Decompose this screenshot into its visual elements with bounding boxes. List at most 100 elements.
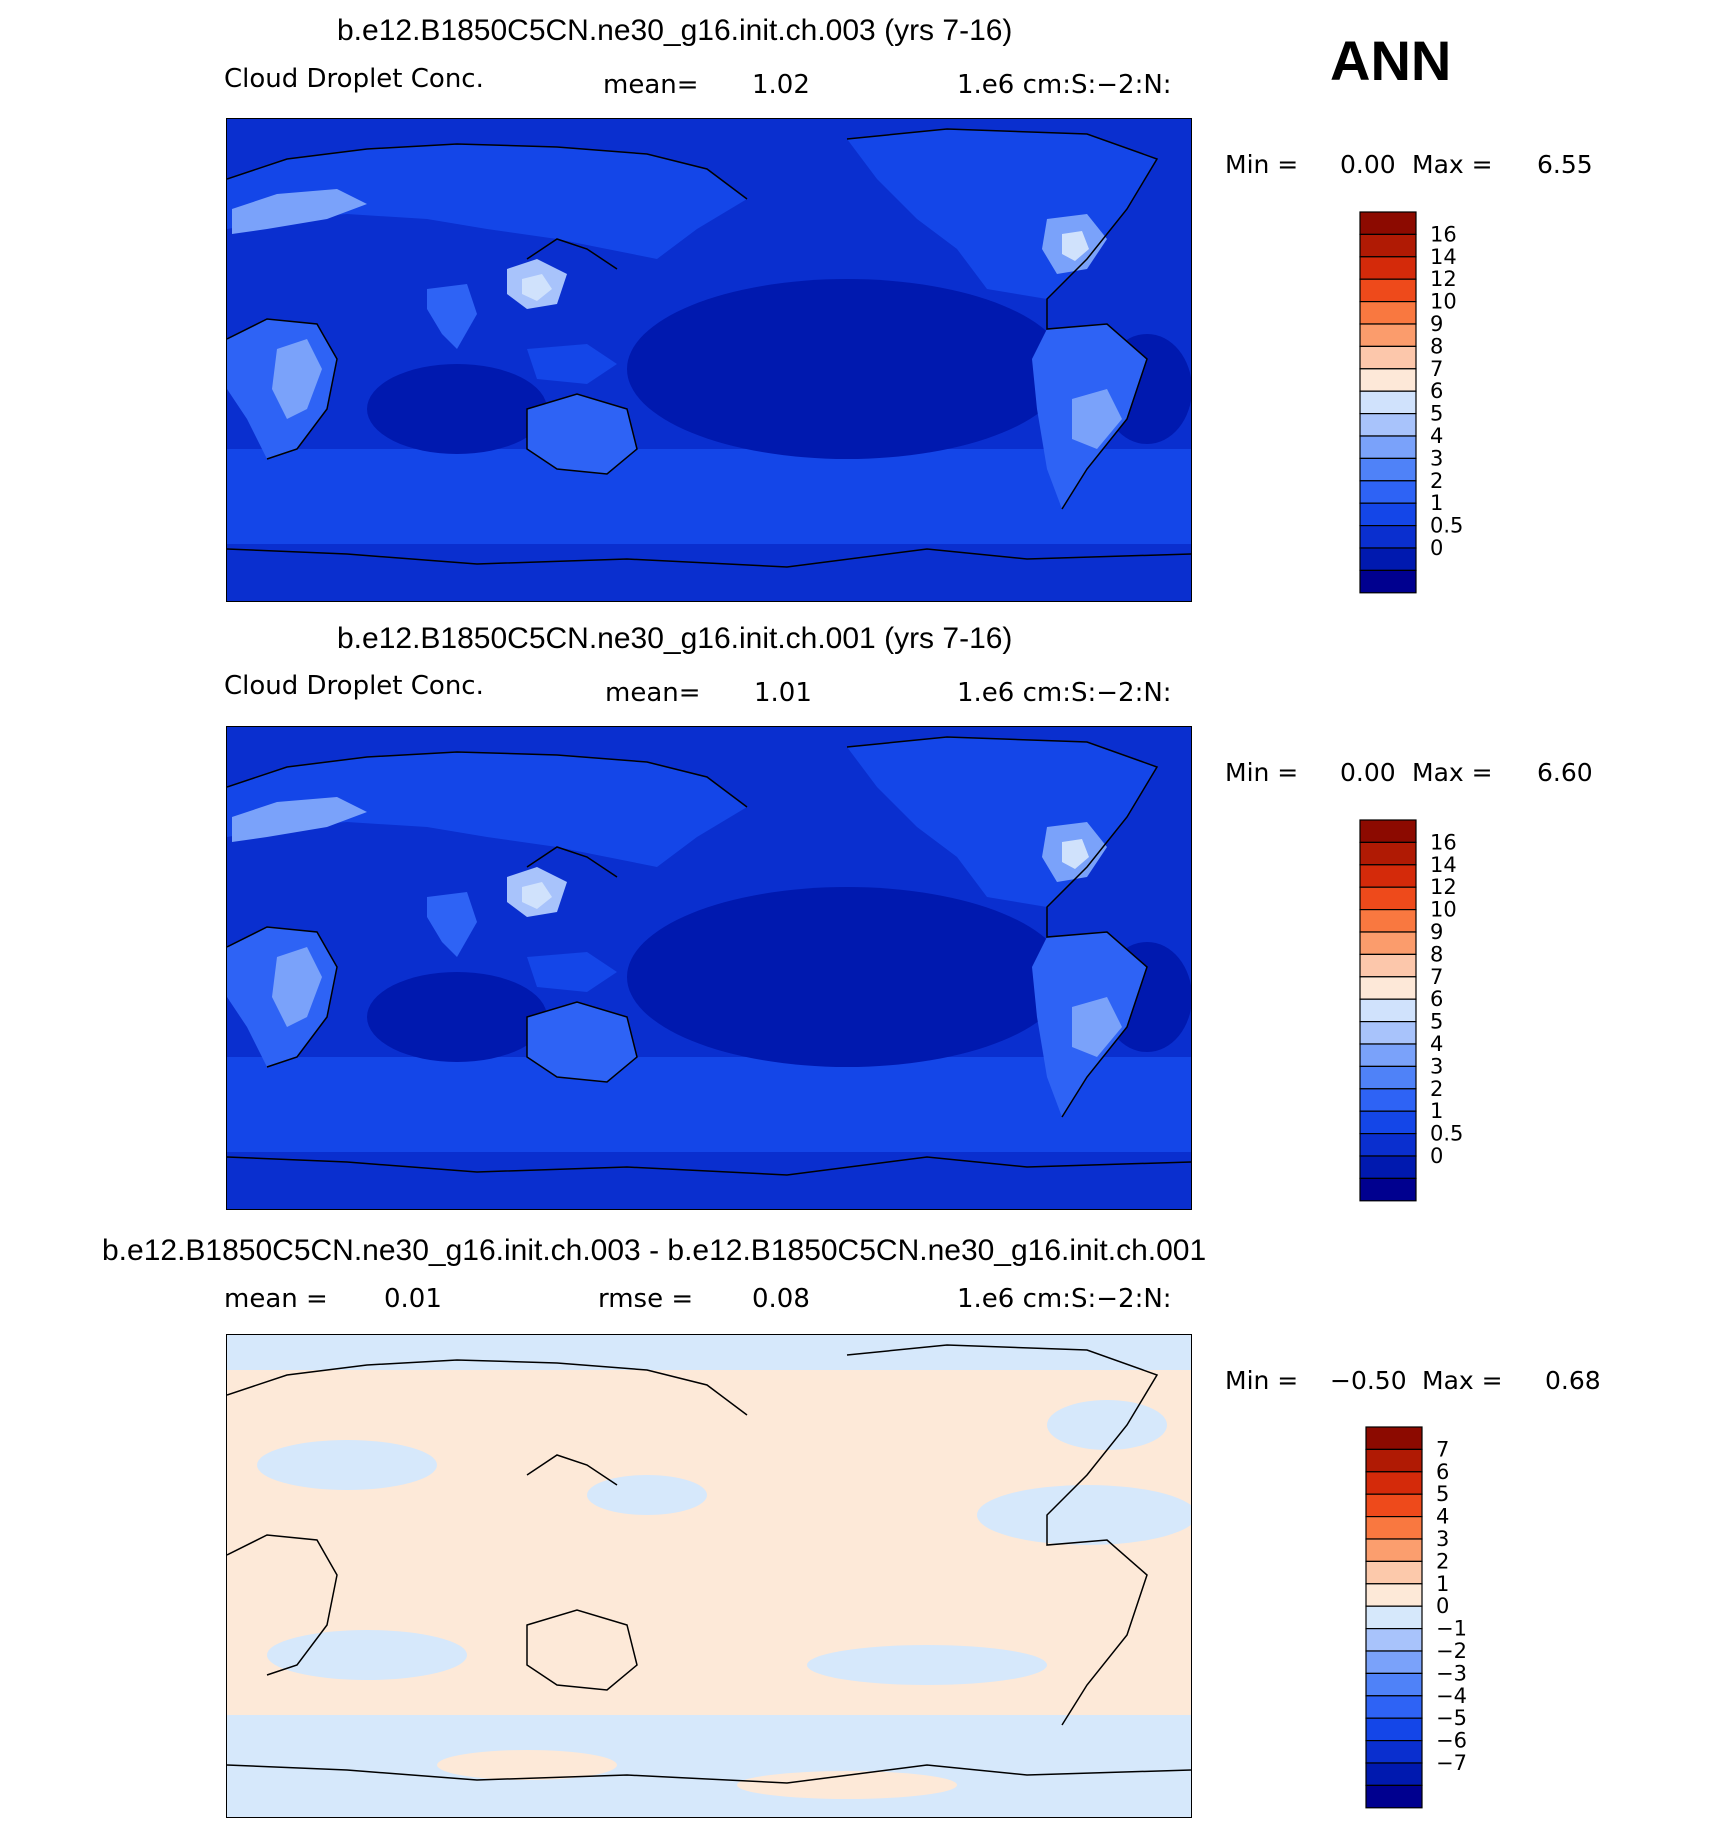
neg-patch-3 (977, 1485, 1191, 1545)
india (427, 284, 477, 349)
colorbar-swatch (1359, 1155, 1417, 1179)
colorbar-swatch (1359, 998, 1417, 1023)
coastline-antarctica (227, 548, 1191, 568)
panel-3-max-value: 0.68 (1545, 1366, 1601, 1395)
north-america (847, 737, 1157, 907)
colorbar-tick-label: 6 (1430, 987, 1443, 1011)
panel-1-max-label: Max = (1412, 150, 1493, 179)
colorbar-swatch (1359, 1110, 1417, 1135)
colorbar-swatch (1359, 211, 1417, 235)
india (427, 892, 477, 957)
colorbar-tick-label: 0.5 (1430, 1122, 1463, 1146)
colorbar-swatch (1359, 525, 1417, 549)
colorbar-swatch (1359, 886, 1417, 911)
panel-3-rmse-label: rmse = (598, 1284, 694, 1314)
colorbar-swatch (1359, 233, 1417, 258)
antarctic-band (227, 1152, 1191, 1209)
pos-patch-2 (737, 1771, 957, 1799)
panel-2-mean-value: 1.01 (754, 678, 812, 708)
colorbar-tick-label: 2 (1430, 469, 1443, 493)
panel-2-min-value: 0.00 (1340, 758, 1396, 787)
colorbar-tick-label: 0.5 (1430, 514, 1463, 538)
colorbar-tick-label: 7 (1430, 357, 1443, 381)
colorbar-swatch (1359, 976, 1417, 1000)
colorbar-swatch (1365, 1515, 1423, 1540)
colorbar-swatch (1359, 1043, 1417, 1067)
colorbar-tick-label: 2 (1430, 1077, 1443, 1101)
africa-high (272, 947, 322, 1027)
colorbar-swatch (1359, 1177, 1417, 1202)
africa-high (272, 339, 322, 419)
colorbar-tick-label: 12 (1430, 267, 1457, 291)
colorbar-swatch (1359, 1088, 1417, 1112)
colorbar-tick-label: 1 (1430, 1099, 1443, 1123)
colorbar-swatch (1365, 1695, 1423, 1719)
colorbar-tick-label: 3 (1430, 446, 1443, 470)
southern-ocean-band (227, 1057, 1191, 1152)
colorbar-tick-label: 8 (1430, 334, 1443, 358)
colorbar-swatch (1365, 1762, 1423, 1786)
colorbar-tick-label: 4 (1436, 1505, 1449, 1529)
coastline-africa (227, 1534, 338, 1676)
colorbar-swatch (1359, 931, 1417, 955)
colorbar-tick-label: 2 (1436, 1549, 1449, 1573)
colorbar-tick-label: 5 (1436, 1482, 1449, 1506)
panel-3-mean-label: mean = (224, 1284, 328, 1314)
coastline-antarctica (227, 1764, 1191, 1784)
colorbar-swatch (1359, 1065, 1417, 1090)
neg-patch-5 (807, 1645, 1047, 1685)
colorbar-swatch (1365, 1560, 1423, 1585)
colorbar-swatch (1359, 435, 1417, 459)
colorbar-swatch (1359, 300, 1417, 325)
south-america-high (1072, 389, 1122, 449)
colorbar-tick-label: 6 (1430, 379, 1443, 403)
coastline-antarctica (227, 1156, 1191, 1176)
colorbar-tick-label: 6 (1436, 1460, 1449, 1484)
colorbar-swatch (1359, 278, 1417, 303)
panel-3-max-label: Max = (1422, 1366, 1503, 1395)
colorbar-swatch (1359, 368, 1417, 392)
south-america-high (1072, 997, 1122, 1057)
season-label: ANN (1330, 29, 1452, 92)
neg-patch-4 (267, 1630, 467, 1680)
colorbar-tick-label: 16 (1430, 222, 1457, 246)
east-china-peak (522, 274, 552, 301)
colorbar-tick-label: −2 (1436, 1639, 1467, 1663)
panel-3-rmse-value: 0.08 (752, 1284, 810, 1314)
maritime-continent (527, 952, 617, 992)
colorbar-tick-label: 4 (1430, 424, 1443, 448)
panel-1-min-label: Min = (1225, 150, 1299, 179)
colorbar-swatch (1365, 1717, 1423, 1742)
colorbar-tick-label: 0 (1430, 536, 1443, 560)
colorbar-swatch (1359, 457, 1417, 482)
colorbar-swatch (1359, 256, 1417, 280)
colorbar-swatch (1359, 413, 1417, 437)
colorbar-tick-label: 0 (1436, 1594, 1449, 1618)
colorbar-tick-label: 0 (1430, 1144, 1443, 1168)
colorbar-swatch (1365, 1740, 1423, 1764)
us-east-peak (1062, 231, 1089, 261)
colorbar-swatch (1359, 864, 1417, 888)
colorbar-swatch (1359, 1021, 1417, 1045)
colorbar-swatch (1365, 1784, 1423, 1809)
panel-3-min-label: Min = (1225, 1366, 1299, 1395)
southern-ocean-band (227, 449, 1191, 544)
colorbar-swatch (1359, 908, 1417, 933)
europe-high (232, 189, 367, 234)
eurasia (227, 144, 747, 259)
colorbar-tick-label: 7 (1430, 965, 1443, 989)
neg-patch-2 (587, 1475, 707, 1515)
panel-2-title: b.e12.B1850C5CN.ne30_g16.init.ch.001 (yr… (337, 622, 1013, 655)
colorbar-tick-label: −4 (1436, 1684, 1467, 1708)
colorbar-swatch (1359, 953, 1417, 978)
panel-2-map (226, 726, 1192, 1210)
coastline-eurasia (227, 143, 748, 270)
colorbar-swatch (1365, 1493, 1423, 1518)
panel-2-mean-label: mean= (605, 678, 701, 708)
colorbar-swatch (1359, 569, 1417, 594)
indian-ocean-low (367, 972, 547, 1062)
colorbar-tick-label: 10 (1430, 290, 1457, 314)
panel-1-units: 1.e6 cm:S:−2:N: (957, 70, 1172, 100)
colorbar-swatch (1359, 1133, 1417, 1157)
